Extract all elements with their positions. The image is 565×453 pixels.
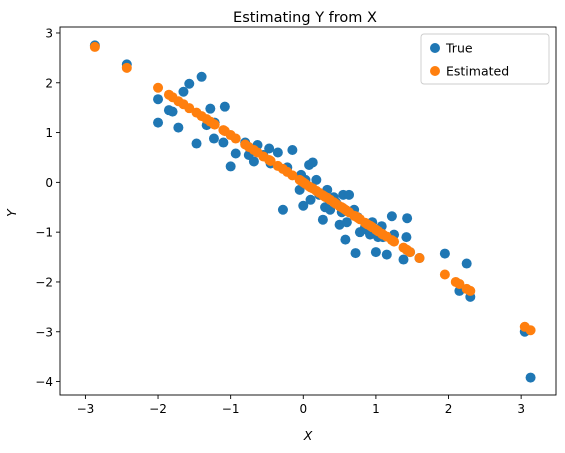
estimated-point-2 [153, 82, 164, 93]
true-point-36 [307, 157, 318, 168]
true-point-50 [344, 189, 355, 200]
true-point-16 [219, 101, 230, 112]
y-tick-label: −1 [35, 226, 53, 240]
true-point-67 [401, 232, 412, 243]
true-point-26 [272, 147, 283, 158]
true-point-9 [191, 138, 202, 149]
true-point-17 [225, 161, 236, 172]
true-point-76 [525, 372, 536, 383]
true-point-63 [381, 249, 392, 260]
true-point-37 [311, 174, 322, 185]
y-tick-label: 0 [45, 176, 53, 190]
true-point-39 [317, 214, 328, 225]
estimated-point-64 [389, 236, 400, 247]
true-point-52 [350, 248, 361, 259]
points-layer [89, 40, 536, 383]
true-point-2 [153, 94, 164, 105]
x-tick-label: −2 [149, 402, 167, 416]
legend-marker-estimated [430, 66, 440, 76]
true-point-49 [341, 217, 352, 228]
x-axis-label: X [303, 428, 313, 443]
estimated-point-0 [89, 41, 100, 52]
y-tick-label: 2 [45, 76, 53, 90]
series-estimated [89, 41, 536, 336]
true-point-10 [196, 71, 207, 82]
estimated-point-28 [287, 170, 298, 181]
ticks-layer: −3 −2 −1 0 1 2 3 −4 −3 −2 −1 0 1 2 3 [35, 26, 525, 416]
estimated-point-70 [439, 269, 450, 280]
legend-box [420, 33, 550, 85]
x-tick-label: 2 [445, 402, 453, 416]
x-tick-label: −3 [77, 402, 95, 416]
chart-title: Estimating Y from X [233, 10, 377, 26]
y-tick-label: −3 [35, 325, 53, 339]
legend-label-estimated: Estimated [446, 64, 509, 79]
estimated-point-69 [414, 253, 425, 264]
estimated-point-76 [525, 325, 536, 336]
x-tick-label: −1 [222, 402, 240, 416]
true-point-35 [305, 194, 316, 205]
x-tick-label: 0 [299, 402, 307, 416]
true-point-12 [205, 103, 216, 114]
y-tick-label: −4 [35, 375, 53, 389]
true-point-59 [370, 247, 381, 258]
axes-frame [59, 26, 557, 396]
y-tick-label: −2 [35, 275, 53, 289]
true-point-32 [298, 200, 309, 211]
true-point-27 [277, 204, 288, 215]
true-point-6 [173, 122, 184, 133]
true-point-15 [218, 137, 229, 148]
true-point-73 [461, 258, 472, 269]
estimated-point-17 [230, 133, 241, 144]
true-point-8 [184, 78, 195, 89]
true-point-5 [167, 106, 178, 117]
x-tick-label: 1 [372, 402, 380, 416]
y-tick-label: 1 [45, 126, 53, 140]
true-point-48 [340, 234, 351, 245]
legend-label-true: True [445, 41, 473, 56]
y-axis-label: Y [4, 208, 19, 217]
estimated-point-72 [454, 278, 465, 289]
true-point-68 [402, 213, 413, 224]
estimated-point-13 [209, 119, 220, 130]
true-point-29 [287, 145, 298, 155]
true-point-66 [398, 254, 409, 265]
true-point-24 [264, 143, 275, 154]
estimated-point-24 [265, 155, 276, 166]
true-point-18 [230, 148, 241, 159]
true-point-3 [153, 117, 164, 128]
y-tick-label: 3 [45, 26, 53, 40]
x-tick-label: 3 [517, 402, 525, 416]
estimated-point-74 [465, 285, 476, 296]
true-point-7 [178, 86, 189, 97]
estimated-point-7 [184, 103, 195, 114]
true-point-13 [208, 133, 219, 144]
true-point-71 [439, 248, 450, 259]
legend: True Estimated [420, 33, 550, 85]
estimated-point-68 [405, 247, 416, 258]
true-point-64 [386, 211, 397, 222]
estimated-point-1 [121, 62, 132, 73]
true-point-21 [248, 156, 259, 167]
legend-marker-true [430, 43, 440, 53]
